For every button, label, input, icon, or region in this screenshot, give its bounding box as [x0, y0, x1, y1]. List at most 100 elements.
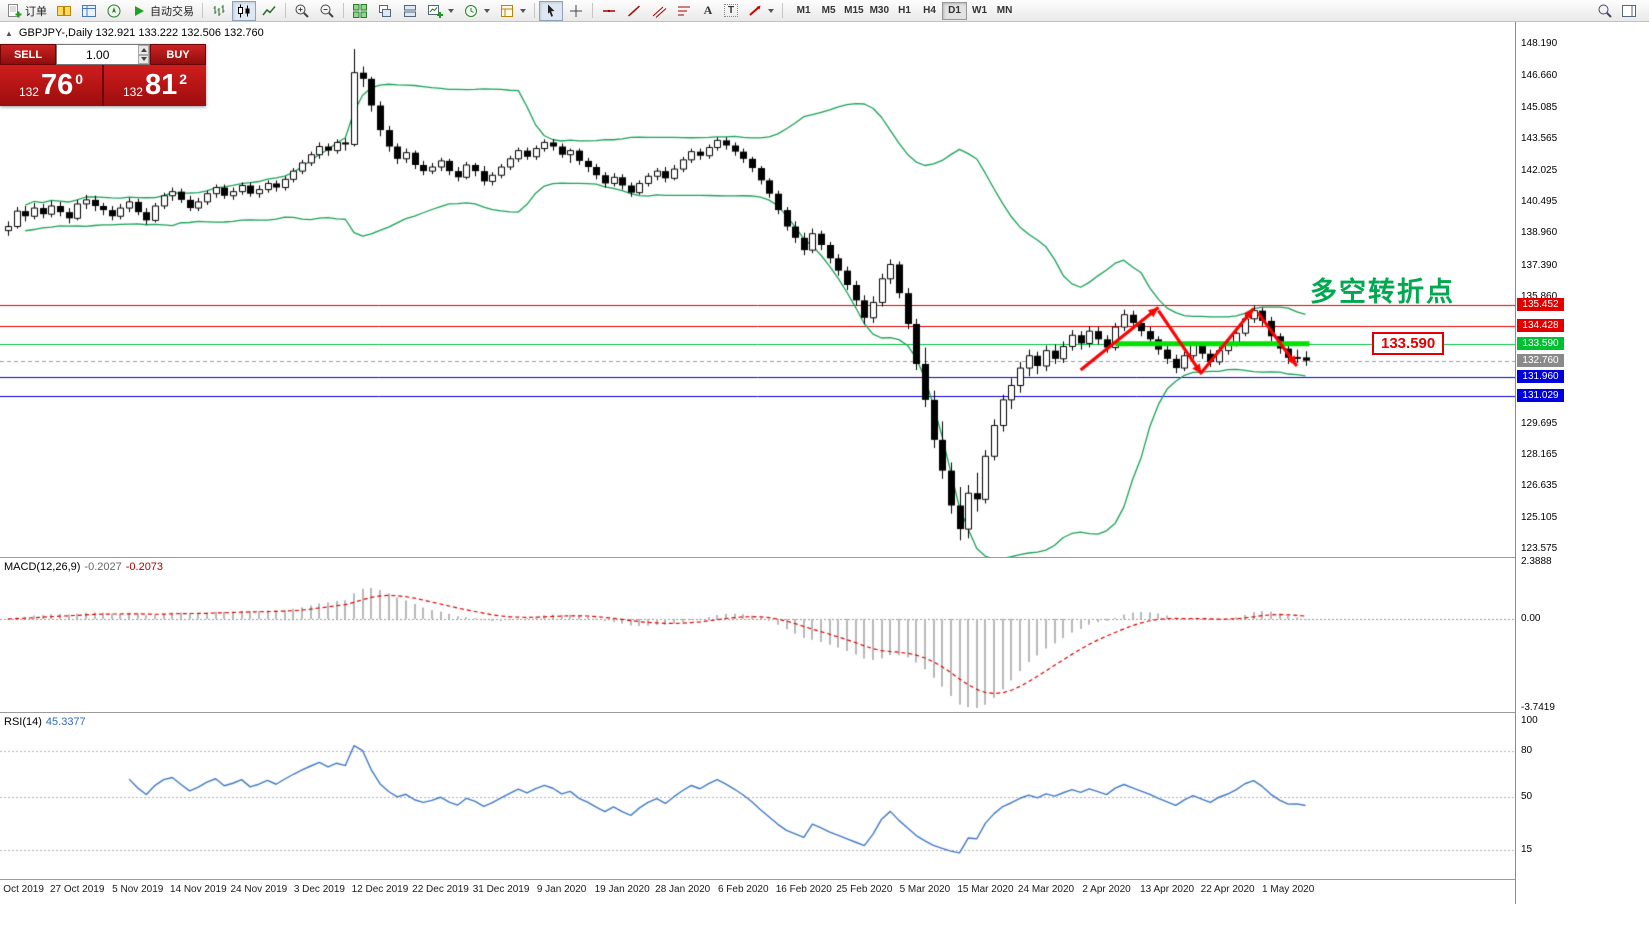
price-axis-tick: 138.960 — [1521, 227, 1558, 239]
zoom-out-button[interactable] — [315, 1, 339, 21]
tile-horizontal-button[interactable] — [398, 1, 422, 21]
time-axis-label: 3 Dec 2019 — [293, 884, 345, 895]
price-axis-tick: 129.695 — [1521, 417, 1558, 429]
panels-icon — [1622, 4, 1636, 17]
trendline-tool-button[interactable] — [622, 1, 646, 21]
volume-decrease-button[interactable] — [138, 54, 149, 64]
time-axis-label: 2 Apr 2020 — [1082, 884, 1131, 895]
rsi-axis-label: 80 — [1521, 745, 1533, 757]
time-axis-label: 24 Nov 2019 — [230, 884, 288, 895]
new-order-button[interactable]: 订单 — [2, 1, 51, 21]
zoom-in-button[interactable] — [290, 1, 314, 21]
price-line-tag: 131.029 — [1517, 389, 1564, 403]
tile-windows-icon — [353, 3, 367, 18]
autotrade-play-icon — [135, 5, 144, 16]
channel-tool-button[interactable] — [647, 1, 671, 21]
sell-button[interactable]: SELL — [0, 44, 56, 65]
zoom-in-icon — [295, 4, 309, 18]
volume-field — [56, 44, 150, 65]
timeframe-h1[interactable]: H1 — [892, 2, 917, 20]
line-chart-button[interactable] — [257, 1, 281, 21]
turning-point-annotation: 多空转折点 — [1310, 277, 1455, 307]
price-axis-tick: 137.390 — [1521, 259, 1558, 271]
sell-price-big: 76 — [40, 69, 74, 101]
timeframe-h4[interactable]: H4 — [917, 2, 942, 20]
navigator-button[interactable] — [102, 1, 126, 21]
timeframe-m30[interactable]: M30 — [867, 2, 892, 20]
main-price-chart[interactable] — [0, 22, 1515, 557]
market-watch-button[interactable] — [77, 1, 101, 21]
timeframe-m5[interactable]: M5 — [816, 2, 841, 20]
profiles-button[interactable] — [52, 1, 76, 21]
trade-panel-divider — [102, 65, 104, 106]
timeframe-m1[interactable]: M1 — [791, 2, 816, 20]
buy-price-prefix: 132 — [122, 85, 143, 99]
buy-price-display[interactable]: 132 81 2 — [104, 65, 206, 106]
templates-button[interactable] — [495, 1, 530, 21]
price-axis-tick: 148.190 — [1521, 38, 1558, 50]
cursor-button[interactable] — [539, 0, 563, 21]
new-order-label: 订单 — [25, 5, 47, 18]
clock-icon — [465, 4, 477, 17]
cascade-windows-button[interactable] — [373, 1, 397, 21]
rsi-axis-label: 15 — [1521, 844, 1533, 856]
time-axis-label: 1 May 2020 — [1262, 884, 1315, 895]
price-axis-tick: 135.860 — [1521, 291, 1558, 303]
autotrade-button[interactable]: 自动交易 — [127, 1, 198, 21]
time-axis[interactable]: 17 Oct 2019 27 Oct 2019 5 Nov 2019 14 Nov 2… — [0, 880, 1515, 904]
text-tool-button[interactable]: A — [697, 1, 719, 21]
panel-divider[interactable] — [0, 712, 1515, 713]
panel-divider[interactable] — [0, 557, 1515, 558]
time-axis-label: 31 Dec 2019 — [472, 884, 530, 895]
price-line-tag: 131.960 — [1517, 370, 1564, 384]
horizontal-line-icon — [603, 9, 615, 12]
collapse-panel-icon[interactable]: ▲ — [5, 28, 13, 38]
text-tool-icon: A — [703, 3, 713, 17]
timeframe-w1[interactable]: W1 — [967, 2, 992, 20]
tile-windows-button[interactable] — [348, 1, 372, 21]
arrows-tool-button[interactable] — [743, 1, 778, 21]
candlestick-chart-button[interactable] — [232, 0, 256, 21]
zoom-out-icon — [320, 4, 334, 18]
price-axis-tick: 146.660 — [1521, 69, 1558, 81]
symbol-ohlc-text: GBPJPY-,Daily 132.921 133.222 132.506 13… — [18, 27, 264, 39]
time-axis-label: 6 Feb 2020 — [717, 884, 769, 895]
timeframe-mn[interactable]: MN — [992, 2, 1017, 20]
macd-indicator-chart[interactable] — [0, 558, 1515, 712]
sell-price-display[interactable]: 132 76 0 — [0, 65, 102, 106]
new-chart-button[interactable] — [423, 1, 458, 21]
volume-input[interactable] — [57, 45, 139, 64]
price-axis[interactable]: 148.190 146.660 145.085 143.565 142.025 140.4… — [1515, 22, 1649, 904]
rsi-title: RSI(14) — [4, 716, 42, 728]
bar-chart-icon — [213, 4, 225, 16]
price-axis-tick: 123.575 — [1521, 543, 1558, 555]
volume-increase-button[interactable] — [138, 45, 149, 55]
search-button[interactable] — [1593, 1, 1617, 21]
timeframe-d1[interactable]: D1 — [942, 1, 968, 20]
macd-axis-label: 0.00 — [1521, 612, 1541, 624]
buy-button[interactable]: BUY — [150, 44, 206, 65]
price-axis-tick: 140.495 — [1521, 196, 1558, 207]
tile-horizontal-icon — [404, 4, 416, 17]
timeframe-m15[interactable]: M15 — [841, 2, 866, 20]
text-label-tool-button[interactable]: T — [720, 1, 742, 21]
time-axis-label: 13 Apr 2020 — [1140, 884, 1195, 895]
macd-main-value: -0.2027 — [84, 561, 122, 573]
horizontal-line-tool-button[interactable] — [597, 1, 621, 21]
search-icon — [1598, 4, 1612, 18]
panel-divider[interactable] — [0, 879, 1515, 880]
crosshair-button[interactable] — [564, 1, 588, 21]
trendline-icon — [627, 4, 641, 17]
toolbar-separator — [592, 3, 593, 18]
dropdown-caret-icon — [520, 8, 526, 13]
dropdown-caret-icon — [484, 8, 490, 13]
fibonacci-tool-button[interactable] — [672, 1, 696, 21]
bar-chart-button[interactable] — [207, 1, 231, 21]
toolbar-separator — [202, 3, 203, 18]
panels-button[interactable] — [1617, 1, 1641, 21]
periods-button[interactable] — [459, 1, 494, 21]
rsi-indicator-chart[interactable] — [0, 713, 1515, 879]
crosshair-icon — [570, 4, 582, 17]
price-label-box: 133.590 — [1372, 332, 1445, 355]
